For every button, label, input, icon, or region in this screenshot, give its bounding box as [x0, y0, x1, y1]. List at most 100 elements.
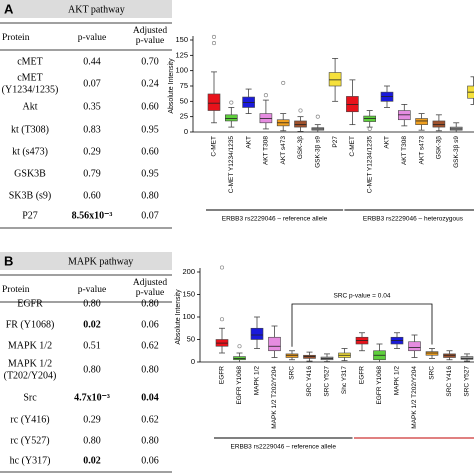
box: [408, 341, 421, 352]
x-tick-label: EGFR: [219, 366, 226, 384]
table-header: p-value: [136, 288, 165, 298]
x-tick-label: SRC Y527: [324, 366, 331, 397]
y-tick-label: 125: [175, 50, 188, 59]
outlier: [229, 100, 234, 105]
outlier: [219, 265, 225, 270]
y-axis-label: Absolute Intensity: [168, 58, 175, 114]
table-title: MAPK pathway: [68, 256, 133, 267]
x-tick-label: AKT s473: [418, 136, 425, 165]
outlier: [367, 126, 372, 131]
table-header: Adjusted: [133, 26, 168, 36]
x-tick-label: MAPK 1/2 T202/Y204: [271, 366, 278, 429]
protein-name: SK3B (s9): [9, 190, 52, 201]
y-tick-label: 25: [180, 112, 188, 121]
x-tick-label: C-MET: [349, 136, 356, 157]
box: [225, 114, 238, 122]
p-value: 0.29: [83, 414, 101, 425]
protein-name: cMET: [17, 56, 43, 67]
x-tick-label: AKT T308: [263, 136, 270, 165]
p-value: 0.60: [83, 190, 101, 201]
x-tick-label: GSK-3β: [297, 136, 304, 160]
box: [268, 336, 281, 352]
y-tick-label: 100: [175, 66, 188, 75]
protein-name: kt (s473): [12, 146, 48, 157]
box: [294, 120, 307, 128]
group-label: ERBB3 rs2229046 – reference allele: [222, 216, 328, 223]
box: [285, 353, 299, 358]
protein-name: kt (T308): [11, 124, 49, 135]
protein-name: FR (Y1068): [6, 319, 55, 330]
table-header: p-value: [78, 285, 107, 295]
x-tick-label: GSK-3β s9: [453, 136, 460, 168]
adjusted-p-value: 0.80: [141, 190, 159, 201]
y-tick-label: 150: [182, 289, 195, 298]
p-value: 0.02: [83, 455, 101, 466]
y-tick-label: 50: [187, 334, 195, 343]
x-tick-label: AKT: [384, 136, 391, 149]
box: [415, 118, 428, 125]
adjusted-p-value: 0.07: [141, 210, 159, 221]
adjusted-p-value: 0.80: [141, 298, 159, 309]
y-tick-label: 75: [180, 81, 188, 90]
adjusted-p-value: 0.95: [141, 124, 159, 135]
p-value: 0.35: [83, 101, 101, 112]
x-tick-label: MAPK 1/2 T202/Y204: [411, 366, 418, 429]
protein-name: (Y1234/1235): [2, 84, 59, 95]
p-value: 0.80: [83, 364, 101, 375]
group-label: ERBB3 rs2229046 – reference allele: [230, 444, 336, 451]
box: [432, 120, 446, 128]
y-tick-label: 0: [184, 127, 188, 136]
x-tick-label: SRC Y416: [306, 366, 313, 397]
x-tick-label: MAPK 1/2: [394, 366, 401, 396]
table-header: p-value: [136, 36, 165, 46]
adjusted-p-value: 0.24: [141, 78, 159, 89]
y-tick-label: 150: [175, 35, 188, 44]
outlier: [315, 114, 320, 119]
protein-name: (T202/Y204): [4, 370, 57, 381]
adjusted-p-value: 0.60: [141, 101, 159, 112]
adjusted-p-value: 0.06: [141, 455, 159, 466]
x-tick-label: C-MET: [211, 136, 218, 157]
x-tick-label: P27: [332, 136, 339, 148]
p-value: 4.7x10⁻³: [74, 392, 110, 403]
outlier: [219, 317, 225, 322]
annotation: SRC p-value = 0.04: [334, 293, 391, 300]
box: [443, 353, 456, 358]
y-tick-label: 100: [182, 312, 195, 321]
p-value: 0.51: [83, 340, 101, 351]
outlier: [211, 41, 217, 46]
y-tick-label: 200: [182, 267, 195, 276]
x-tick-label: C-MET Y1234/1235: [228, 136, 235, 194]
p-value: 0.80: [83, 435, 101, 446]
group-label: ERBB3 rs2229046 – heterozygous: [363, 216, 464, 223]
outlier: [211, 34, 217, 39]
adjusted-p-value: 0.80: [141, 364, 159, 375]
x-tick-label: GSK-3β s9: [315, 136, 322, 168]
y-tick-label: 0: [191, 357, 195, 366]
adjusted-p-value: 0.95: [141, 168, 159, 179]
box: [460, 356, 474, 360]
protein-name: rc (Y416): [10, 414, 49, 425]
y-axis-label: Absolute Intensity: [175, 289, 182, 345]
protein-name: MAPK 1/2: [8, 358, 52, 369]
adjusted-p-value: 0.70: [141, 56, 159, 67]
panel-label: B: [4, 253, 13, 268]
box: [328, 72, 342, 87]
p-value: 0.79: [83, 168, 101, 179]
table-title-bar: [0, 0, 172, 18]
table-title: AKT pathway: [68, 4, 125, 15]
p-value: 8.56x10⁻³: [72, 210, 113, 221]
protein-name: hc (Y317): [10, 455, 51, 466]
panel-label: A: [4, 1, 14, 16]
significance-bracket: [291, 303, 433, 347]
x-tick-label: SRC: [429, 366, 436, 380]
protein-name: Akt: [23, 101, 38, 112]
x-tick-label: GSK-3β: [436, 136, 443, 160]
outlier: [237, 344, 242, 349]
adjusted-p-value: 0.62: [141, 414, 159, 425]
protein-name: MAPK 1/2: [8, 340, 52, 351]
adjusted-p-value: 0.04: [141, 392, 159, 403]
adjusted-p-value: 0.80: [141, 435, 159, 446]
p-value: 0.83: [83, 124, 101, 135]
